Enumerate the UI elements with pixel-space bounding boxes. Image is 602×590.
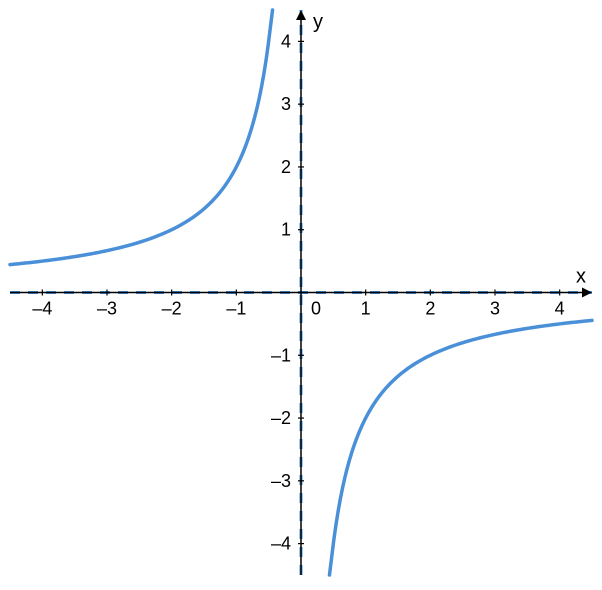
x-axis-label: x <box>576 266 586 288</box>
x-tick-label: –4 <box>32 299 52 319</box>
y-tick-label: 3 <box>281 94 291 114</box>
x-tick-label: 3 <box>490 299 500 319</box>
y-tick-label: 4 <box>281 31 291 51</box>
x-tick-label: –1 <box>226 299 246 319</box>
x-tick-label: 2 <box>425 299 435 319</box>
y-tick-label: –3 <box>271 471 291 491</box>
x-tick-label: 1 <box>361 299 371 319</box>
chart-container: –4 –3 –2 –1 1 2 3 4 –4 –3 –2 –1 1 2 3 4 0 x y <box>0 0 602 590</box>
y-tick-label: –2 <box>271 408 291 428</box>
function-plot: –4 –3 –2 –1 1 2 3 4 –4 –3 –2 –1 1 2 3 4 0 x y <box>0 0 602 585</box>
x-tick-label: 4 <box>555 299 565 319</box>
y-axis-label: y <box>313 11 323 33</box>
y-tick-label: 2 <box>281 157 291 177</box>
x-tick-label: –3 <box>97 299 117 319</box>
y-tick-label: 1 <box>281 220 291 240</box>
y-tick-label: –1 <box>271 345 291 365</box>
origin-label: 0 <box>311 299 321 319</box>
y-tick-label: –4 <box>271 534 291 554</box>
x-tick-label: –2 <box>162 299 182 319</box>
